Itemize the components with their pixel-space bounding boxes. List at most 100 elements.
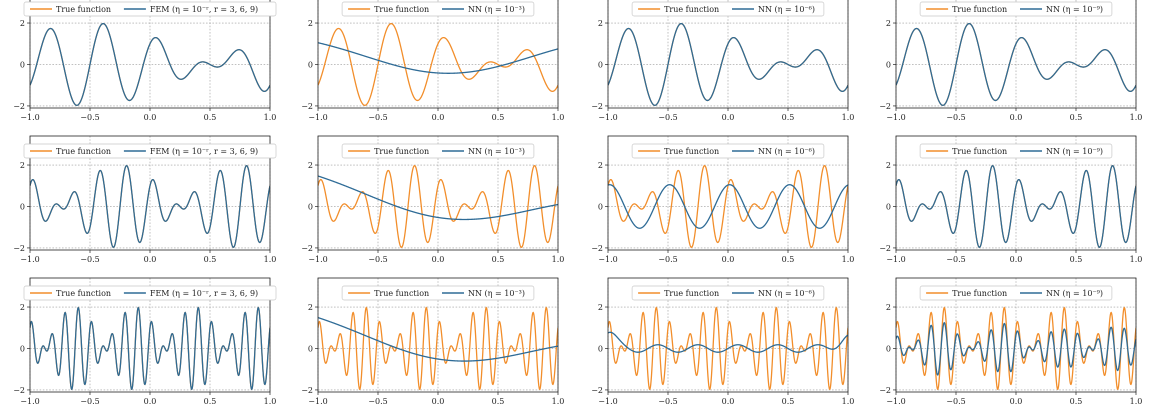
- y-tick-label-2: 2: [308, 303, 313, 312]
- x-tick-label-2: 0.0: [144, 255, 157, 264]
- y-tick-label-0: −2: [13, 102, 25, 111]
- y-tick-label-0: −2: [13, 386, 25, 395]
- legend-box: [23, 1, 277, 17]
- y-tick-label-2: 2: [20, 161, 25, 170]
- x-tick-label-1: −0.5: [658, 397, 677, 406]
- series-approximation: [608, 331, 848, 353]
- x-tick-label-0: −1.0: [20, 397, 39, 406]
- subplot-r1-c1: −1.0 −0.5 0.0 0.5 1.0 −2 0 2 True function FEM (η…: [13, 0, 276, 122]
- legend-label-approx: FEM (η = 10⁻ʳ, r = 3, 6, 9): [150, 289, 258, 298]
- x-tick-label-0: −1.0: [308, 397, 327, 406]
- subplot-r3-c4: −1.0 −0.5 0.0 0.5 1.0 −2 0 2 True function NN (η …: [879, 277, 1142, 406]
- y-tick-label-2: 2: [598, 19, 603, 28]
- legend-label-approx: NN (η = 10⁻⁶): [758, 147, 815, 156]
- legend-label-true: True function: [374, 5, 429, 14]
- y-tick-label-2: 2: [20, 303, 25, 312]
- x-tick-label-0: −1.0: [598, 255, 617, 264]
- legend-box: [631, 1, 825, 17]
- series-true-function: [608, 164, 848, 248]
- y-tick-label-2: 2: [308, 19, 313, 28]
- legend-label-true: True function: [56, 289, 111, 298]
- x-tick-label-4: 1.0: [842, 397, 855, 406]
- legend-label-true: True function: [664, 147, 719, 156]
- series-true-function: [318, 306, 558, 390]
- x-tick-label-2: 0.0: [432, 113, 445, 122]
- legend-label-approx: FEM (η = 10⁻ʳ, r = 3, 6, 9): [150, 147, 258, 156]
- legend-label-true: True function: [952, 289, 1007, 298]
- x-tick-label-3: 0.5: [204, 397, 217, 406]
- x-tick-label-3: 0.5: [1070, 113, 1083, 122]
- x-tick-label-0: −1.0: [886, 397, 905, 406]
- x-tick-label-3: 0.5: [204, 255, 217, 264]
- x-tick-label-3: 0.5: [204, 113, 217, 122]
- x-tick-label-0: −1.0: [598, 113, 617, 122]
- y-tick-label-2: 2: [20, 19, 25, 28]
- x-tick-label-2: 0.0: [432, 255, 445, 264]
- y-tick-label-0: −2: [301, 102, 313, 111]
- x-tick-label-3: 0.5: [1070, 255, 1083, 264]
- y-tick-label-1: 0: [20, 344, 25, 353]
- legend-label-approx: NN (η = 10⁻⁶): [758, 289, 815, 298]
- x-tick-label-0: −1.0: [20, 113, 39, 122]
- y-tick-label-1: 0: [886, 202, 891, 211]
- y-tick-label-0: −2: [879, 244, 891, 253]
- legend-box: [631, 285, 825, 301]
- x-tick-label-2: 0.0: [144, 113, 157, 122]
- x-tick-label-4: 1.0: [1130, 255, 1143, 264]
- x-tick-label-4: 1.0: [264, 397, 277, 406]
- series-approximation: [30, 164, 270, 248]
- legend: True function NN (η = 10⁻³): [341, 285, 535, 301]
- series-approximation: [318, 316, 558, 362]
- y-tick-label-2: 2: [886, 161, 891, 170]
- y-tick-label-2: 2: [598, 161, 603, 170]
- legend-label-true: True function: [374, 289, 429, 298]
- series-approximation: [30, 22, 270, 106]
- legend-box: [919, 143, 1113, 159]
- x-tick-label-2: 0.0: [1010, 397, 1023, 406]
- x-tick-label-2: 0.0: [722, 255, 735, 264]
- legend-label-approx: NN (η = 10⁻⁹): [1046, 289, 1103, 298]
- series-approximation: [318, 42, 558, 74]
- series-true-function: [608, 306, 848, 390]
- x-tick-label-0: −1.0: [598, 397, 617, 406]
- legend: True function NN (η = 10⁻⁹): [919, 285, 1113, 301]
- x-tick-label-1: −0.5: [658, 113, 677, 122]
- legend-box: [23, 143, 277, 159]
- legend-label-true: True function: [664, 5, 719, 14]
- legend-label-true: True function: [952, 5, 1007, 14]
- y-tick-label-0: −2: [591, 244, 603, 253]
- y-tick-label-1: 0: [308, 60, 313, 69]
- x-tick-label-4: 1.0: [264, 255, 277, 264]
- x-tick-label-2: 0.0: [722, 397, 735, 406]
- x-tick-label-1: −0.5: [368, 397, 387, 406]
- y-tick-label-0: −2: [13, 244, 25, 253]
- subplot-r2-c4: −1.0 −0.5 0.0 0.5 1.0 −2 0 2 True function NN (η …: [879, 135, 1143, 264]
- x-tick-label-4: 1.0: [842, 113, 855, 122]
- x-tick-label-0: −1.0: [20, 255, 39, 264]
- legend: True function NN (η = 10⁻⁶): [631, 1, 825, 17]
- legend: True function NN (η = 10⁻³): [341, 1, 535, 17]
- series-approximation: [608, 184, 848, 229]
- series-approximation: [318, 175, 558, 221]
- x-tick-label-3: 0.5: [782, 255, 795, 264]
- legend-box: [631, 143, 825, 159]
- x-tick-label-2: 0.0: [1010, 113, 1023, 122]
- y-tick-label-0: −2: [301, 386, 313, 395]
- series-true-function: [318, 22, 558, 106]
- x-tick-label-0: −1.0: [308, 255, 327, 264]
- x-tick-label-3: 0.5: [782, 113, 795, 122]
- legend-box: [23, 285, 277, 301]
- x-tick-label-4: 1.0: [552, 113, 565, 122]
- y-tick-label-1: 0: [308, 202, 313, 211]
- subplot-r2-c2: −1.0 −0.5 0.0 0.5 1.0 −2 0 2 True function NN (η …: [301, 135, 564, 264]
- legend: True function FEM (η = 10⁻ʳ, r = 3, 6, 9): [23, 1, 277, 17]
- series-approximation: [896, 22, 1136, 106]
- y-tick-label-0: −2: [879, 386, 891, 395]
- legend: True function NN (η = 10⁻⁶): [631, 285, 825, 301]
- legend-label-true: True function: [952, 147, 1007, 156]
- subplot-r1-c4: −1.0 −0.5 0.0 0.5 1.0 −2 0 2 True function NN (η …: [879, 0, 1142, 122]
- y-tick-label-0: −2: [591, 386, 603, 395]
- y-tick-label-2: 2: [308, 161, 313, 170]
- y-tick-label-2: 2: [886, 19, 891, 28]
- legend-label-true: True function: [56, 5, 111, 14]
